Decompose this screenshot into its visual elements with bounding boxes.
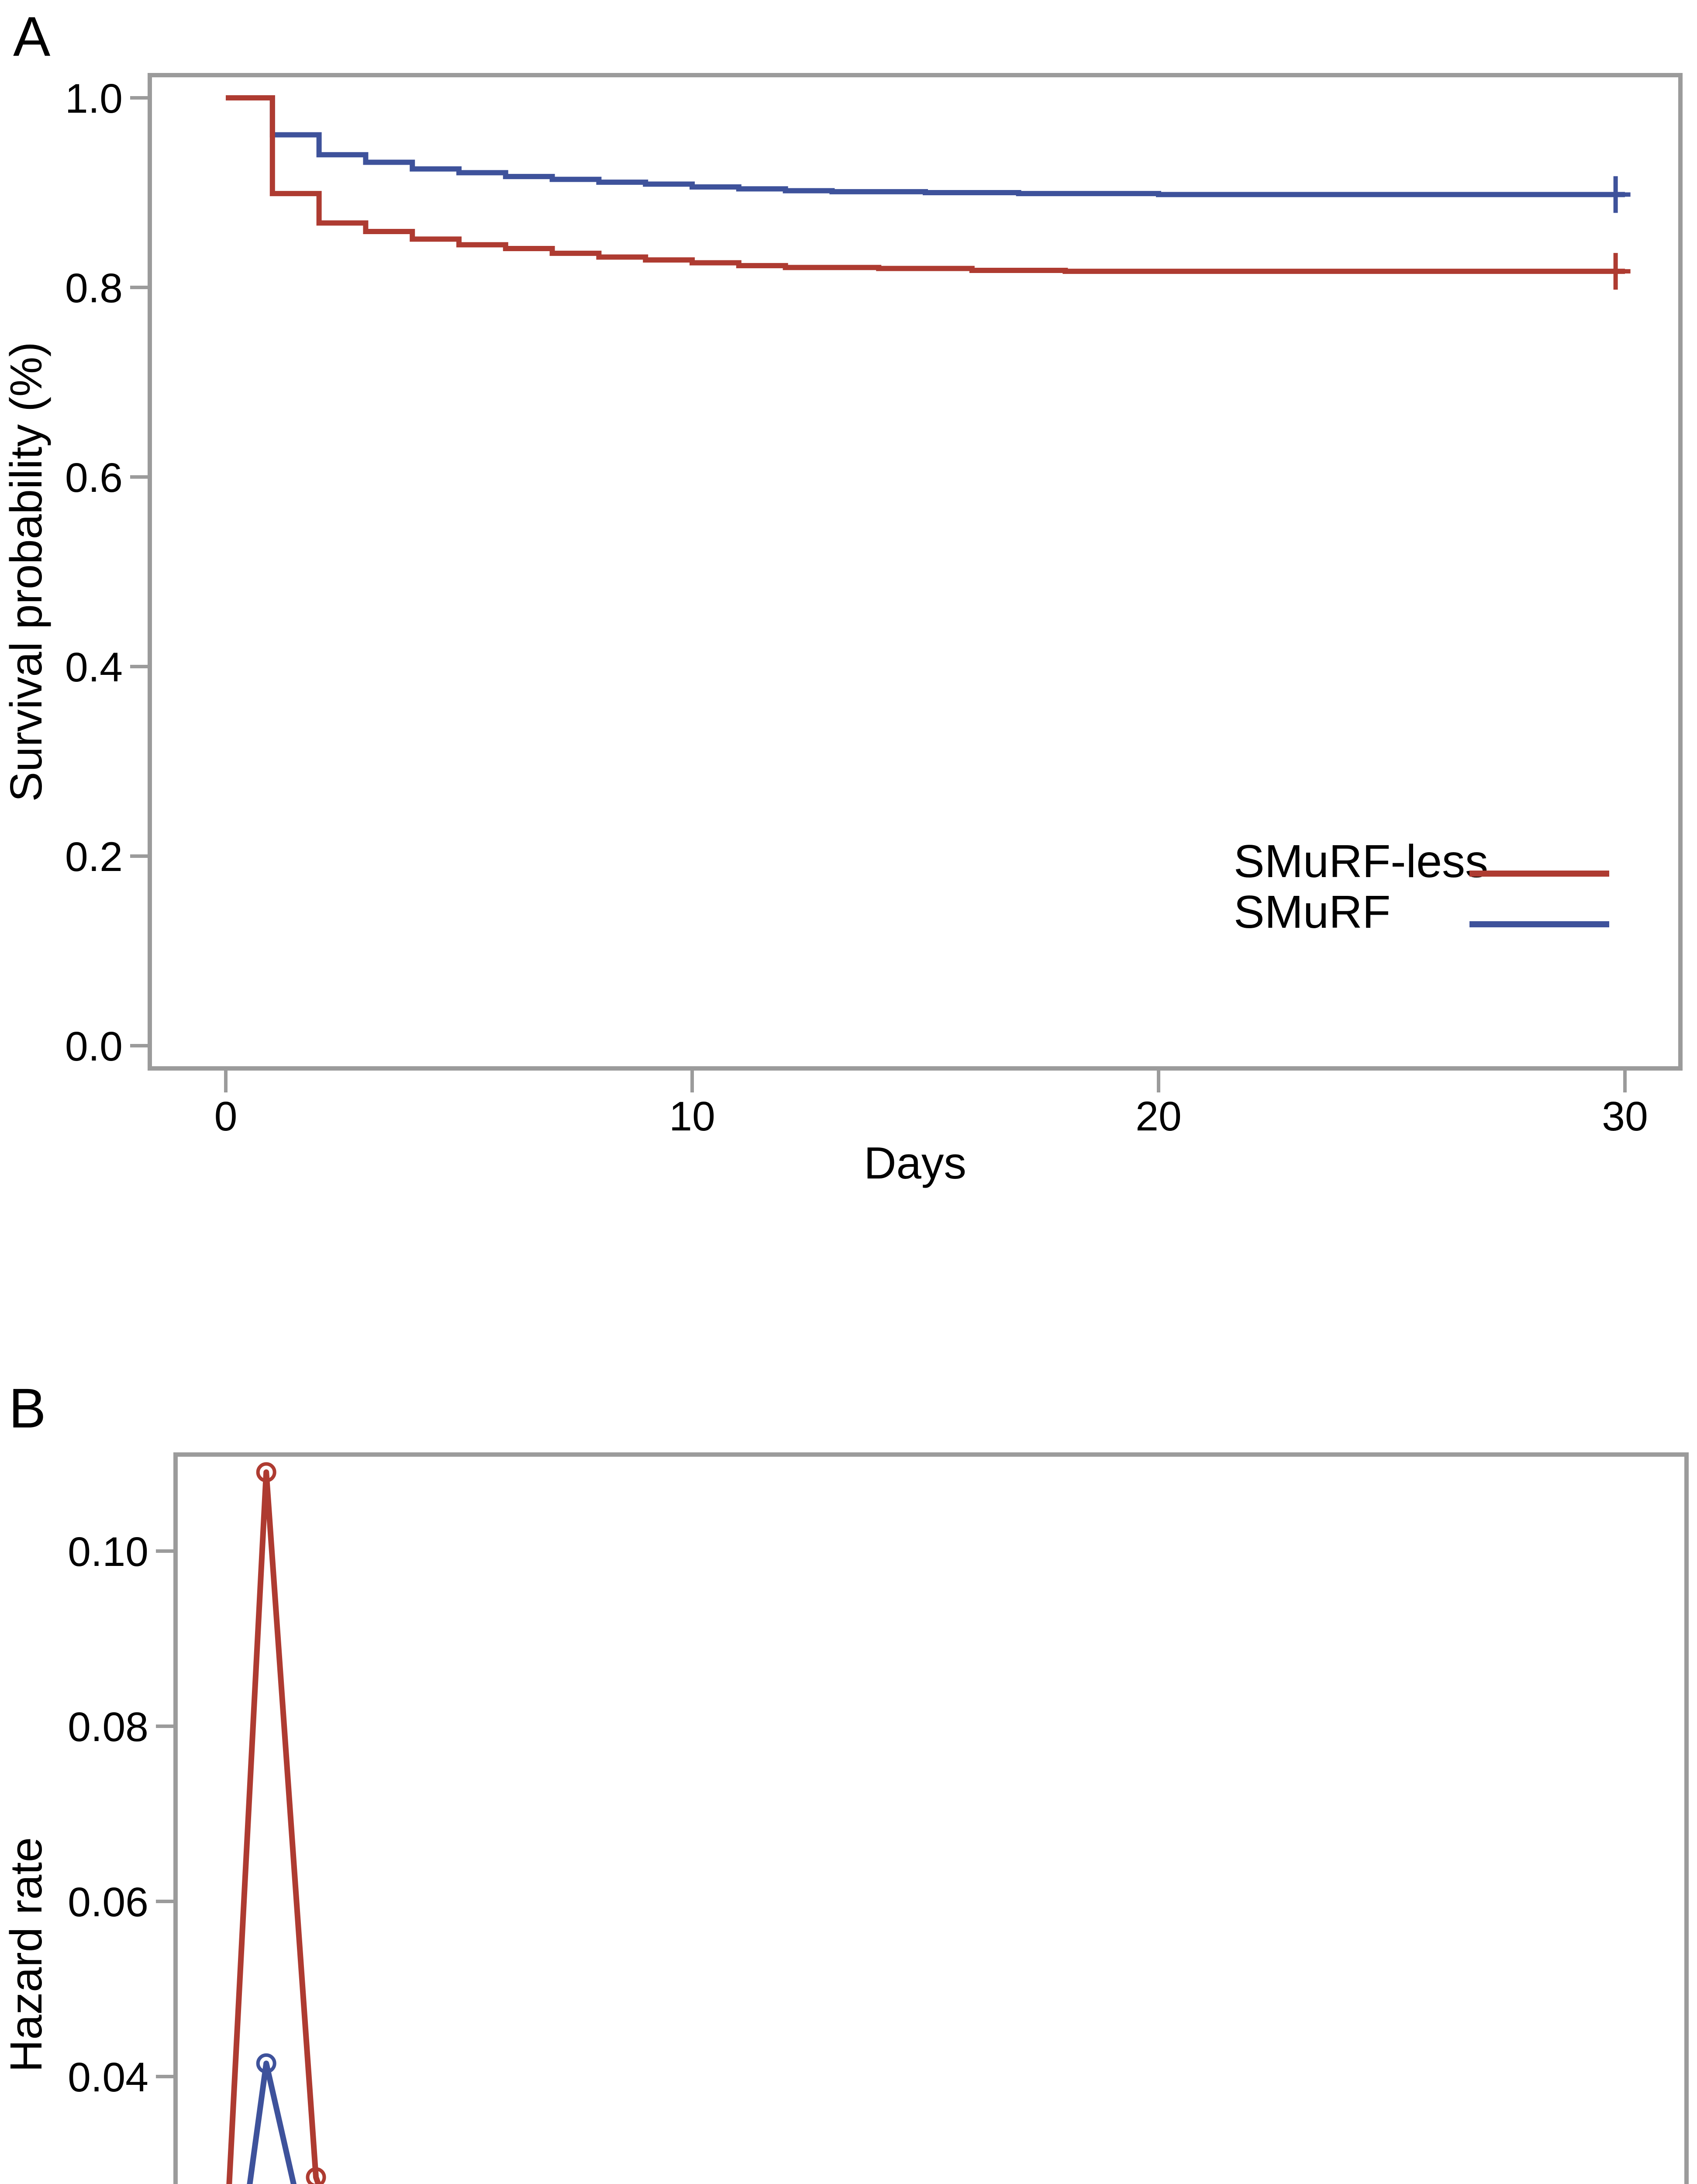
y-axis-title: Survival probability (%) [1, 342, 51, 802]
y-tick-label: 0.04 [68, 2054, 148, 2101]
km-curve [226, 95, 1625, 274]
y-tick-label: 0.10 [68, 1529, 148, 1575]
y-tick-label: 1.0 [65, 76, 123, 122]
y-tick-label: 0.6 [65, 455, 123, 501]
y-tick-label: 0.4 [65, 644, 123, 691]
y-axis-title: Hazard rate [1, 1837, 51, 2072]
panel-A: A 1.0 0.8 0.6 0.4 0.2 0.0 0 10 20 30 Days Survival p… [1, 6, 1683, 1188]
y-tick-label: 0.8 [65, 265, 123, 311]
x-tick-label: 20 [1135, 1093, 1182, 1140]
legend-label: SMuRF-less [1234, 836, 1488, 887]
series-smurf-less [226, 95, 1631, 290]
series-smurf [226, 95, 1631, 213]
series-smurf [247, 2053, 297, 2184]
panel-B: B0.100.080.060.040.020.00051015202530Day… [1, 1377, 1689, 2184]
hazard-curve [247, 2060, 297, 2184]
x-tick-label: 10 [669, 1093, 715, 1140]
data-point-marker [256, 1462, 276, 1482]
data-point-marker [306, 2167, 326, 2184]
series-smurf-less [226, 1462, 326, 2184]
x-axis-title: Days [864, 1138, 966, 1188]
x-tick-label: 0 [214, 1093, 238, 1140]
panel-letter-B: B [9, 1377, 46, 1440]
y-tick-label: 0.08 [68, 1704, 148, 1750]
x-tick-label: 30 [1602, 1093, 1648, 1140]
y-tick-label: 0.2 [65, 834, 123, 880]
y-tick-label: 0.0 [65, 1023, 123, 1070]
km-curve [226, 95, 1625, 197]
panel-letter-A: A [13, 6, 51, 68]
plot-border [173, 1452, 1689, 2184]
legend-label: SMuRF [1234, 886, 1390, 938]
plot-border [148, 73, 1683, 1071]
data-point-marker [256, 2053, 276, 2073]
y-tick-label: 0.06 [68, 1879, 148, 1925]
hazard-curve [226, 1469, 321, 2184]
